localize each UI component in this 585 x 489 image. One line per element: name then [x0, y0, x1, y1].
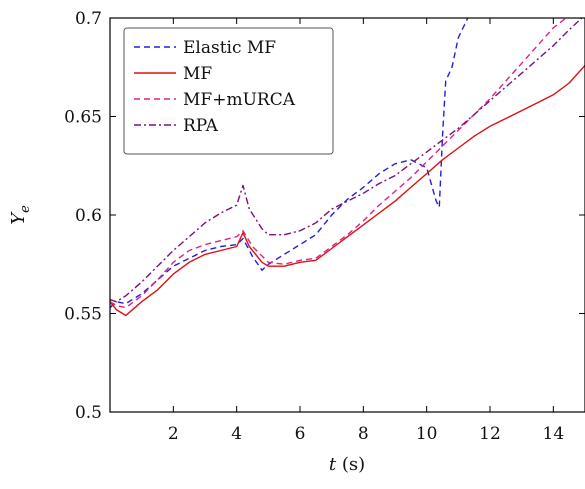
x-tick-label: 4 [231, 424, 242, 444]
legend-box [123, 27, 334, 155]
legend-label: MF [183, 64, 212, 84]
y-tick-label: 0.6 [75, 206, 102, 226]
x-tick-label: 12 [479, 424, 501, 444]
series-layer [110, 18, 585, 317]
x-tick-label: 6 [295, 424, 306, 444]
x-tick-label: 14 [543, 424, 565, 444]
tick-layer: 2 4 6 8 10 12 14 0.5 0.55 0.6 0.65 0.7 [64, 9, 585, 444]
y-tick-label: 0.65 [64, 108, 102, 128]
legend: Elastic MF MF MF+mURCA RPA [123, 27, 334, 155]
legend-label: MF+mURCA [183, 90, 296, 110]
x-tick-label: 2 [168, 424, 179, 444]
legend-label: RPA [183, 116, 219, 136]
series-line-mf [110, 64, 585, 317]
y-tick-label: 0.55 [64, 305, 102, 325]
series-line-rpa [110, 18, 583, 303]
y-axis-label-var: Y [8, 211, 29, 225]
x-axis-label-unit: (s) [336, 454, 365, 475]
x-axis-label: t (s) [329, 454, 365, 475]
y-axis-label: Ye [8, 205, 33, 225]
x-tick-label: 8 [358, 424, 369, 444]
y-axis-label-sub: e [18, 205, 33, 213]
y-tick-label: 0.5 [75, 403, 102, 423]
y-tick-label: 0.7 [75, 9, 102, 29]
x-tick-label: 10 [416, 424, 438, 444]
x-axis-label-var: t [329, 454, 337, 475]
series-line-mf-murca [110, 18, 567, 309]
legend-label: Elastic MF [183, 38, 276, 58]
